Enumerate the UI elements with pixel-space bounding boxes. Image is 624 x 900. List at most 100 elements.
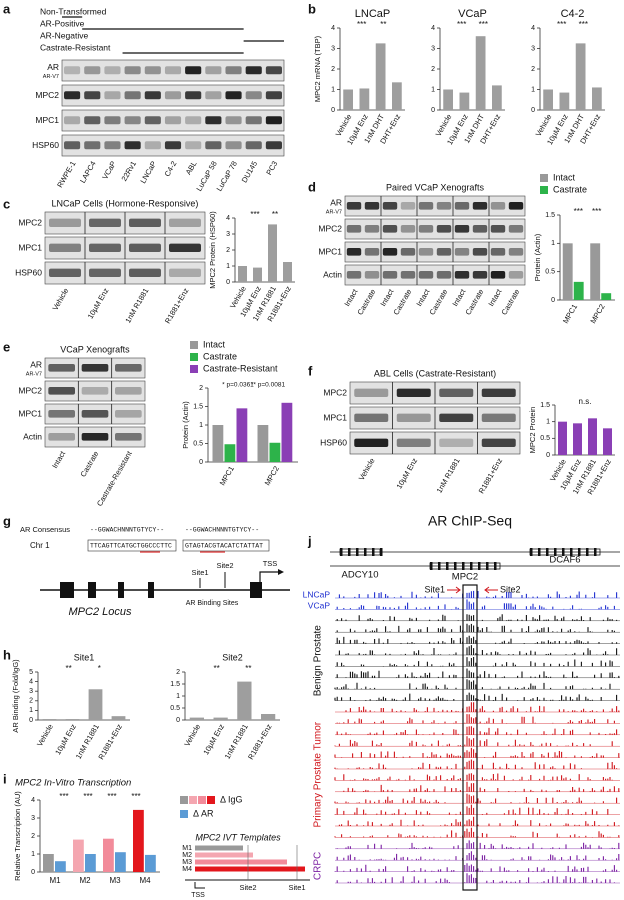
blot-sub-label: AR-V7 xyxy=(326,209,342,215)
blot-band xyxy=(49,218,81,227)
blot-band xyxy=(185,141,202,150)
y-tick-label: 2 xyxy=(176,669,180,676)
y-tick-label: 0 xyxy=(551,297,555,304)
significance: *** xyxy=(250,210,259,219)
blot-title: Paired VCaP Xenografts xyxy=(386,182,484,192)
blot-band xyxy=(104,141,121,150)
y-tick-label: 3 xyxy=(431,45,435,52)
blot-band xyxy=(364,225,380,233)
blot-row xyxy=(344,241,526,263)
template-label: M3 xyxy=(182,859,192,866)
blot-band xyxy=(346,248,362,256)
x-tick-label: M4 xyxy=(139,876,151,885)
sequence: GTAGTACGTACATCTATTAT xyxy=(185,543,263,550)
exon xyxy=(430,562,433,570)
bar xyxy=(237,681,252,720)
lane-label: Vehicle xyxy=(51,286,71,311)
bar xyxy=(543,89,553,110)
blot-band xyxy=(144,141,161,150)
y-tick-label: 4 xyxy=(531,25,535,32)
exon xyxy=(356,548,359,556)
gene-label: MPC2 xyxy=(452,572,478,583)
blot-band xyxy=(48,433,75,441)
blot-band xyxy=(164,91,182,100)
blot-band xyxy=(454,248,470,256)
bar xyxy=(73,839,84,872)
blot-band xyxy=(124,116,141,125)
bar xyxy=(236,408,248,462)
y-tick-label: 2 xyxy=(199,385,203,392)
exon xyxy=(446,562,449,570)
blot-band xyxy=(144,66,161,75)
exon xyxy=(594,548,597,556)
y-tick-label: 2 xyxy=(29,698,33,705)
track-signal xyxy=(336,657,613,667)
blot-title: LNCaP Cells (Hormone-Responsive) xyxy=(52,198,199,208)
blot-band xyxy=(205,141,222,150)
y-axis-label: MPC2 mRNA (TBP) xyxy=(313,35,322,102)
significance: *** xyxy=(592,207,601,216)
blot-band xyxy=(400,225,416,233)
gene-label: ADCY10 xyxy=(342,570,379,581)
blot-band xyxy=(396,438,431,447)
tss-label: TSS xyxy=(191,892,205,899)
blot-band xyxy=(185,116,202,125)
blot-band xyxy=(508,248,524,256)
lane-label: 1nM R1881 xyxy=(123,286,150,324)
legend-swatch xyxy=(207,796,215,804)
track-label: LNCaP xyxy=(303,589,331,599)
y-tick-label: 1 xyxy=(199,422,203,429)
blot-row-label: MPC2 xyxy=(18,217,42,227)
lane-label: RWPE-1 xyxy=(55,159,77,189)
blot-band xyxy=(400,271,416,279)
exon xyxy=(340,548,343,556)
blot-band xyxy=(508,225,524,233)
blot-band xyxy=(472,271,488,279)
legend-label: Intact xyxy=(553,172,576,182)
y-tick-label: 4 xyxy=(226,215,230,222)
bar xyxy=(392,82,402,110)
group-label: Primary Prostate Tumor xyxy=(313,721,324,827)
exon xyxy=(88,582,96,598)
exon xyxy=(148,582,154,598)
lane-label: ABL xyxy=(184,159,199,176)
bar xyxy=(359,88,370,110)
blot-band xyxy=(225,141,242,150)
seq-box xyxy=(182,539,270,552)
blot-band xyxy=(115,364,142,372)
blot-band xyxy=(164,66,182,75)
blot-row-label: MPC2 xyxy=(18,385,42,395)
chart-title: VCaP xyxy=(458,8,487,20)
blot-band xyxy=(89,218,121,227)
site-arrow xyxy=(484,586,498,594)
blot-band xyxy=(354,438,389,447)
site-label: Site2 xyxy=(500,584,521,594)
legend-swatch xyxy=(190,365,198,373)
exon xyxy=(586,548,589,556)
blot-band xyxy=(225,91,242,100)
blot-band xyxy=(164,116,182,125)
chart-title: Site1 xyxy=(74,652,95,662)
blot-band xyxy=(346,271,362,279)
bar xyxy=(283,262,292,282)
significance: *** xyxy=(357,20,366,29)
blot-band xyxy=(265,91,282,100)
track-signal xyxy=(336,623,615,633)
y-tick-label: 1 xyxy=(29,707,33,714)
blot-band xyxy=(225,66,242,75)
panel-letter: c xyxy=(3,196,10,211)
y-axis-label: MPC2 Protein (HSP60) xyxy=(208,211,217,289)
site-arrow xyxy=(447,586,461,594)
legend-swatch xyxy=(190,353,198,361)
x-tick-label: MPC2 xyxy=(263,464,281,487)
group-header: AR-Positive xyxy=(40,18,85,28)
track-signal xyxy=(336,726,618,735)
y-tick-label: 2 xyxy=(226,247,230,254)
lane-label: VCaP xyxy=(100,159,118,180)
bar xyxy=(375,43,386,110)
y-tick-label: 1 xyxy=(176,693,180,700)
bar xyxy=(573,423,582,455)
tss-arrow xyxy=(194,882,205,889)
blot-sub-label: AR-V7 xyxy=(43,74,59,80)
exon xyxy=(250,582,262,598)
